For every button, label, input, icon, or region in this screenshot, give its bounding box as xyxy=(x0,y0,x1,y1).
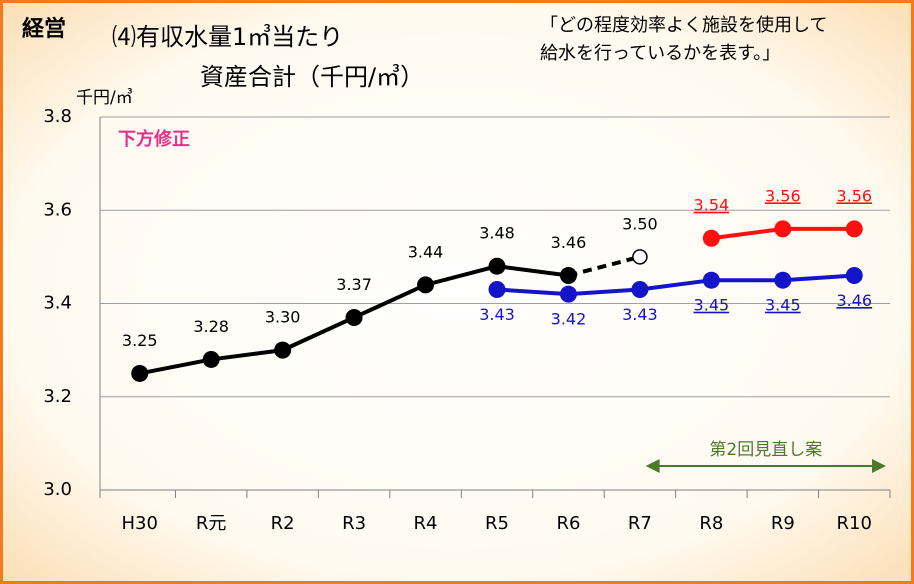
data-label: 3.46 xyxy=(836,291,872,310)
revision-label: 下方修正 xyxy=(118,128,190,150)
y-tick-label: 3.2 xyxy=(43,386,72,407)
x-tick-label: R5 xyxy=(485,513,509,534)
marker xyxy=(774,271,792,289)
x-tick-label: R6 xyxy=(556,513,580,534)
series-line xyxy=(567,254,641,278)
marker xyxy=(488,281,506,299)
marker xyxy=(559,285,577,303)
data-label: 3.54 xyxy=(694,196,730,215)
data-label: 3.43 xyxy=(622,305,658,324)
marker xyxy=(774,220,792,238)
annotation: 第2回見直し案 xyxy=(709,440,822,460)
marker xyxy=(632,249,648,265)
marker xyxy=(345,308,363,326)
x-tick-label: R3 xyxy=(342,513,366,534)
marker xyxy=(488,257,506,275)
data-label: 3.44 xyxy=(408,242,444,261)
y-unit: 千円/㎥ xyxy=(76,88,133,108)
data-label: 3.56 xyxy=(765,186,801,205)
y-tick-label: 3.0 xyxy=(43,479,72,500)
marker xyxy=(845,267,863,285)
data-label: 3.45 xyxy=(694,296,730,315)
note: 「どの程度効率よく施設を使用して xyxy=(540,15,827,36)
arrow-head xyxy=(872,459,886,473)
data-label: 3.25 xyxy=(122,331,158,350)
x-tick-label: H30 xyxy=(122,513,158,534)
x-tick-label: R4 xyxy=(414,513,438,534)
data-label: 3.46 xyxy=(551,233,587,252)
y-tick-label: 3.6 xyxy=(43,199,72,220)
x-tick-label: R10 xyxy=(837,513,872,534)
arrow-head xyxy=(645,459,660,473)
x-tick-label: R8 xyxy=(699,513,723,534)
data-label: 3.50 xyxy=(622,214,658,233)
data-label: 3.45 xyxy=(765,296,801,315)
marker xyxy=(274,341,292,359)
x-tick-label: R9 xyxy=(771,513,795,534)
data-label: 3.48 xyxy=(479,224,515,243)
x-tick-label: R7 xyxy=(628,513,652,534)
y-tick-label: 3.4 xyxy=(43,293,72,314)
y-tick-label: 3.8 xyxy=(43,106,72,127)
section-label: 経営 xyxy=(22,16,66,42)
marker xyxy=(702,271,720,289)
marker xyxy=(845,220,863,238)
data-label: 3.43 xyxy=(479,305,515,324)
data-label: 3.30 xyxy=(265,308,301,327)
x-tick-label: R2 xyxy=(271,513,295,534)
data-label: 3.42 xyxy=(551,310,587,329)
marker xyxy=(631,281,649,299)
data-label: 3.56 xyxy=(836,186,872,205)
marker xyxy=(702,229,720,247)
note: 給水を行っているかを表す。」 xyxy=(540,43,780,64)
x-tick-label: R元 xyxy=(196,513,227,534)
marker xyxy=(202,350,220,368)
data-label: 3.28 xyxy=(193,317,229,336)
marker xyxy=(417,276,435,294)
data-label: 3.37 xyxy=(336,275,372,294)
series-line xyxy=(496,273,855,297)
marker xyxy=(131,364,149,382)
chart-title: ⑷有収水量1㎥当たり xyxy=(112,23,343,51)
chart-title: 資産合計（千円/㎥） xyxy=(200,63,424,91)
